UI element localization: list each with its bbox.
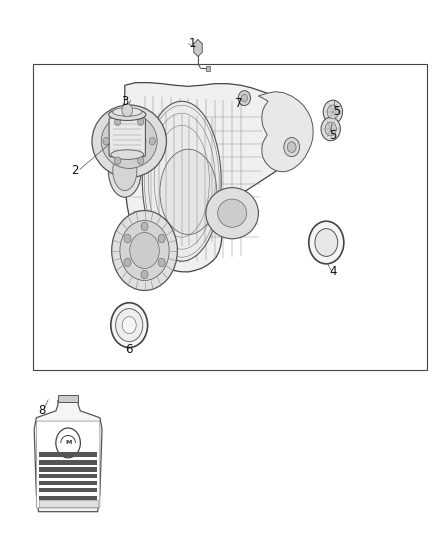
Bar bbox=[33, 64, 427, 370]
Text: 3: 3 bbox=[121, 95, 128, 108]
Circle shape bbox=[315, 229, 338, 256]
Text: 1: 1 bbox=[189, 37, 197, 50]
Bar bbox=[39, 474, 97, 479]
Circle shape bbox=[138, 157, 144, 165]
Text: 5: 5 bbox=[334, 106, 341, 118]
Text: 6: 6 bbox=[125, 343, 133, 356]
Circle shape bbox=[158, 235, 165, 243]
Polygon shape bbox=[34, 397, 102, 512]
Bar bbox=[39, 500, 98, 507]
Text: 2: 2 bbox=[71, 164, 78, 177]
Ellipse shape bbox=[160, 149, 217, 235]
FancyBboxPatch shape bbox=[109, 118, 145, 157]
Circle shape bbox=[112, 211, 177, 290]
Bar bbox=[39, 481, 97, 486]
Circle shape bbox=[323, 100, 343, 124]
Circle shape bbox=[321, 117, 340, 141]
Circle shape bbox=[103, 138, 109, 145]
Circle shape bbox=[122, 104, 132, 117]
Circle shape bbox=[120, 221, 169, 280]
Circle shape bbox=[158, 258, 165, 266]
Ellipse shape bbox=[101, 114, 157, 168]
Ellipse shape bbox=[142, 101, 221, 261]
Circle shape bbox=[122, 317, 136, 334]
Circle shape bbox=[56, 428, 80, 458]
Circle shape bbox=[241, 94, 247, 102]
Polygon shape bbox=[258, 92, 313, 172]
Polygon shape bbox=[124, 83, 304, 272]
Circle shape bbox=[124, 235, 131, 243]
Text: 8: 8 bbox=[38, 404, 45, 417]
Bar bbox=[58, 395, 78, 402]
Bar bbox=[206, 66, 210, 71]
Circle shape bbox=[327, 105, 339, 119]
Bar bbox=[39, 467, 97, 472]
Ellipse shape bbox=[108, 144, 141, 197]
Circle shape bbox=[141, 270, 148, 279]
Bar bbox=[39, 460, 97, 465]
Circle shape bbox=[149, 138, 155, 145]
Circle shape bbox=[284, 138, 300, 157]
Circle shape bbox=[309, 221, 344, 264]
Text: 4: 4 bbox=[329, 265, 337, 278]
Bar bbox=[39, 496, 97, 500]
Circle shape bbox=[130, 232, 159, 269]
Circle shape bbox=[124, 258, 131, 266]
Ellipse shape bbox=[113, 150, 137, 191]
Circle shape bbox=[141, 222, 148, 231]
Text: M: M bbox=[65, 440, 71, 446]
Ellipse shape bbox=[113, 125, 146, 158]
Polygon shape bbox=[194, 39, 202, 56]
Circle shape bbox=[115, 157, 121, 165]
Bar bbox=[39, 488, 97, 492]
Circle shape bbox=[115, 118, 121, 125]
Ellipse shape bbox=[206, 188, 258, 239]
Circle shape bbox=[287, 142, 296, 152]
Ellipse shape bbox=[218, 199, 247, 227]
Text: 5: 5 bbox=[329, 130, 336, 142]
Ellipse shape bbox=[111, 150, 144, 159]
Text: 7: 7 bbox=[235, 98, 243, 110]
Circle shape bbox=[138, 118, 144, 125]
Ellipse shape bbox=[92, 105, 166, 177]
Circle shape bbox=[238, 91, 251, 106]
Ellipse shape bbox=[113, 108, 142, 116]
Circle shape bbox=[116, 309, 143, 342]
Circle shape bbox=[111, 303, 148, 348]
Bar bbox=[39, 452, 97, 457]
Circle shape bbox=[325, 122, 336, 136]
Ellipse shape bbox=[109, 109, 146, 120]
FancyBboxPatch shape bbox=[36, 421, 100, 508]
